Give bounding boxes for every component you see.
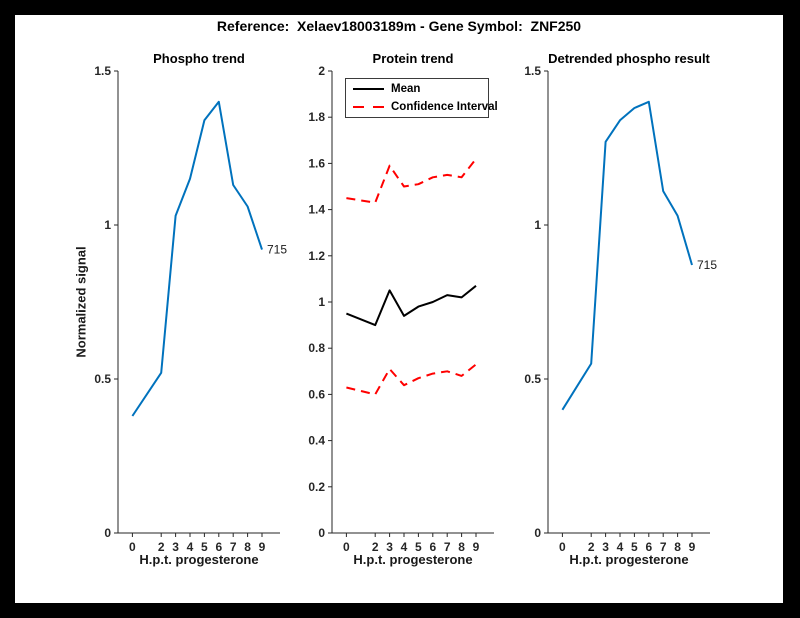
legend-item-mean: Mean [353, 82, 488, 97]
y-tick-label: 0 [104, 526, 111, 540]
legend-item-confidence-interval: Confidence Interval [353, 99, 498, 114]
x-tick-label: 5 [415, 540, 422, 554]
subplot1-ylabel: Normalized signal [73, 246, 89, 358]
y-tick-label: 0.4 [308, 434, 325, 448]
y-tick-label: 1 [318, 295, 325, 309]
x-tick-label: 8 [244, 540, 251, 554]
y-tick-label: 1.4 [308, 203, 325, 217]
x-tick-label: 3 [386, 540, 393, 554]
x-tick-label: 8 [458, 540, 465, 554]
y-tick-label: 2 [318, 64, 325, 78]
end-label: 715 [697, 258, 717, 272]
axis-spines [331, 71, 494, 534]
x-tick-label: 3 [172, 540, 179, 554]
x-tick-label: 7 [230, 540, 237, 554]
x-tick-label: 8 [674, 540, 681, 554]
x-tick-label: 5 [201, 540, 208, 554]
x-tick-label: 6 [645, 540, 652, 554]
series-line-phospho-signal [131, 100, 263, 417]
x-tick-label: 7 [444, 540, 451, 554]
y-tick-label: 1 [534, 218, 541, 232]
confidence-interval-line-sample-icon [353, 105, 384, 108]
series-line-confidence-interval-upper [346, 158, 477, 204]
y-tick-label: 1.2 [308, 249, 325, 263]
x-tick-label: 9 [689, 540, 696, 554]
y-tick-label: 1.5 [524, 64, 541, 78]
legend: Mean Confidence Interval [345, 78, 498, 118]
x-tick-label: 9 [473, 540, 480, 554]
series-line-detrended-phospho-signal [561, 100, 693, 411]
y-tick-label: 0.5 [94, 372, 111, 386]
y-tick-label: 1.6 [308, 156, 325, 170]
x-tick-label: 0 [129, 540, 136, 554]
x-tick-label: 0 [559, 540, 566, 554]
subplot3-title: Detrended phospho result [548, 51, 710, 66]
x-tick-label: 9 [259, 540, 266, 554]
subplot2-xlabel: H.p.t. progesterone [353, 552, 473, 567]
x-tick-label: 6 [429, 540, 436, 554]
figure-title: Reference: Xelaev18003189m - Gene Symbol… [216, 18, 582, 34]
figure-canvas: Reference: Xelaev18003189m - Gene Symbol… [15, 15, 783, 603]
subplot1-xlabel: H.p.t. progesterone [139, 552, 259, 567]
y-tick-label: 0.5 [524, 372, 541, 386]
subplot3-xlabel: H.p.t. progesterone [569, 552, 689, 567]
subplot1-title: Phospho trend [153, 51, 245, 66]
series-line-mean [346, 285, 477, 327]
axis-spines [547, 71, 710, 534]
y-tick-label: 0 [318, 526, 325, 540]
mean-line-sample-icon [353, 88, 384, 91]
y-tick-label: 0.2 [308, 480, 325, 494]
x-tick-label: 0 [343, 540, 350, 554]
x-tick-label: 2 [372, 540, 379, 554]
x-tick-label: 7 [660, 540, 667, 554]
y-tick-label: 0.6 [308, 387, 325, 401]
y-tick-label: 1.8 [308, 110, 325, 124]
x-tick-label: 2 [158, 540, 165, 554]
x-tick-label: 4 [617, 540, 624, 554]
x-tick-label: 5 [631, 540, 638, 554]
plots-svg: 00.511.50 2 3 4 5 6 7 8 971500.20.40.60.811.21.4… [94, 64, 717, 554]
x-tick-label: 4 [401, 540, 408, 554]
x-tick-label: 4 [187, 540, 194, 554]
series-line-confidence-interval-lower [346, 363, 477, 396]
x-tick-label: 2 [588, 540, 595, 554]
y-tick-label: 1 [104, 218, 111, 232]
end-label: 715 [267, 243, 287, 257]
legend-label-confidence-interval: Confidence Interval [391, 100, 498, 113]
y-tick-label: 0.8 [308, 341, 325, 355]
legend-label-mean: Mean [391, 83, 421, 96]
y-tick-label: 1.5 [94, 64, 111, 78]
x-tick-label: 3 [602, 540, 609, 554]
y-tick-label: 0 [534, 526, 541, 540]
x-tick-label: 6 [215, 540, 222, 554]
subplot2-title: Protein trend [372, 51, 454, 66]
